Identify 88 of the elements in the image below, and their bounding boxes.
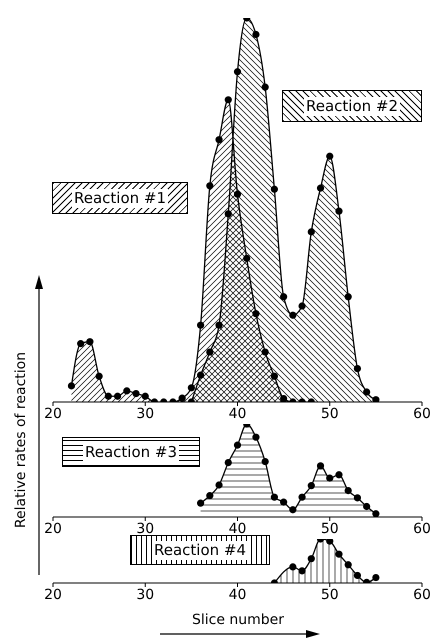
x-tick-label: 40 bbox=[228, 406, 246, 422]
point bbox=[206, 182, 214, 190]
point bbox=[96, 372, 103, 380]
point bbox=[363, 388, 370, 396]
point bbox=[234, 190, 242, 198]
point bbox=[372, 396, 380, 402]
point bbox=[354, 572, 362, 580]
point bbox=[289, 563, 296, 570]
point bbox=[243, 254, 250, 262]
point bbox=[326, 474, 334, 482]
point bbox=[308, 555, 315, 562]
point bbox=[262, 84, 269, 91]
point bbox=[142, 392, 149, 400]
x-tick-label: 60 bbox=[413, 586, 431, 603]
text: Reaction #4 bbox=[152, 540, 248, 560]
point bbox=[68, 382, 76, 390]
x-tick-label: 20 bbox=[44, 406, 62, 422]
point bbox=[354, 494, 362, 502]
text: Reaction #2 bbox=[304, 96, 400, 116]
point bbox=[372, 510, 380, 517]
point bbox=[270, 372, 278, 380]
x-tick-label: 50 bbox=[320, 586, 339, 603]
point bbox=[188, 384, 195, 392]
point bbox=[316, 462, 324, 470]
point bbox=[197, 322, 204, 329]
point bbox=[298, 494, 306, 501]
x-tick-label: 50 bbox=[320, 520, 339, 537]
point bbox=[363, 502, 370, 510]
point bbox=[354, 364, 362, 372]
point bbox=[335, 550, 343, 558]
x-tick-label: 40 bbox=[228, 520, 246, 537]
point bbox=[326, 539, 334, 545]
x-tick-label: 60 bbox=[413, 406, 431, 422]
point bbox=[280, 293, 288, 300]
point bbox=[206, 348, 214, 356]
point bbox=[114, 392, 122, 400]
point bbox=[77, 340, 84, 348]
point bbox=[335, 208, 343, 215]
point bbox=[308, 228, 315, 236]
point bbox=[178, 394, 186, 402]
point bbox=[252, 434, 260, 441]
point bbox=[123, 387, 130, 394]
point bbox=[215, 481, 223, 489]
x-tick-label: 30 bbox=[136, 586, 154, 603]
point bbox=[344, 561, 352, 568]
point bbox=[289, 312, 296, 319]
point bbox=[206, 492, 214, 500]
point bbox=[234, 442, 242, 449]
point bbox=[215, 136, 223, 144]
text: Reaction #1 bbox=[72, 188, 168, 208]
point bbox=[308, 482, 315, 490]
point bbox=[197, 372, 204, 379]
point bbox=[270, 186, 278, 193]
x-tick-label: 40 bbox=[228, 586, 246, 603]
x-tick-label: 30 bbox=[136, 406, 154, 422]
point bbox=[104, 392, 112, 400]
point bbox=[224, 210, 232, 218]
point bbox=[224, 458, 232, 466]
x-tick-label: 60 bbox=[413, 520, 431, 537]
point bbox=[298, 567, 306, 574]
x-tick-label: 20 bbox=[44, 586, 62, 603]
point bbox=[289, 506, 296, 514]
point bbox=[252, 310, 260, 318]
point bbox=[280, 394, 288, 402]
point bbox=[344, 293, 352, 300]
point bbox=[344, 486, 352, 494]
point bbox=[335, 471, 343, 478]
point bbox=[262, 348, 269, 356]
point bbox=[326, 152, 334, 160]
x-axis-title: Slice number bbox=[190, 612, 286, 628]
point bbox=[280, 498, 288, 506]
text: Reaction #3 bbox=[82, 442, 180, 462]
point bbox=[252, 30, 260, 38]
point bbox=[298, 302, 306, 310]
point bbox=[86, 338, 94, 346]
point bbox=[132, 390, 140, 398]
point bbox=[224, 96, 232, 104]
y-axis-title: Relative rates of reaction bbox=[13, 350, 30, 530]
point bbox=[316, 184, 324, 192]
point bbox=[234, 68, 242, 76]
point bbox=[372, 574, 380, 582]
point bbox=[215, 322, 223, 329]
x-tick-label: 30 bbox=[136, 520, 154, 537]
x-tick-label: 20 bbox=[44, 520, 62, 537]
point bbox=[197, 500, 204, 507]
point bbox=[270, 494, 278, 501]
x-tick-label: 50 bbox=[320, 406, 339, 422]
point bbox=[262, 458, 269, 466]
